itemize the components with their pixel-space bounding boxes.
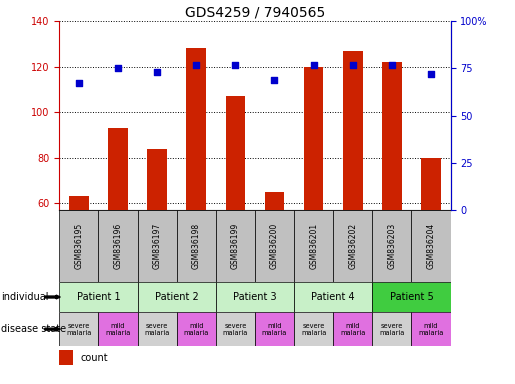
Bar: [372, 210, 411, 282]
Text: GSM836197: GSM836197: [152, 223, 162, 269]
Text: Patient 1: Patient 1: [77, 292, 120, 302]
Bar: [411, 312, 451, 346]
Text: GSM836202: GSM836202: [348, 223, 357, 269]
Text: individual: individual: [1, 292, 48, 302]
Text: mild
malaria: mild malaria: [418, 323, 444, 336]
Text: severe
malaria: severe malaria: [66, 323, 92, 336]
Bar: [255, 210, 294, 282]
Text: GSM836195: GSM836195: [74, 223, 83, 269]
Bar: [138, 282, 216, 312]
Bar: [255, 312, 294, 346]
Bar: [343, 51, 363, 210]
Text: disease state: disease state: [1, 324, 66, 334]
Title: GDS4259 / 7940565: GDS4259 / 7940565: [185, 6, 325, 20]
Point: [192, 61, 200, 68]
Point: [388, 61, 396, 68]
Bar: [147, 149, 167, 210]
Bar: [177, 210, 216, 282]
Bar: [216, 210, 255, 282]
Bar: [294, 282, 372, 312]
Text: GSM836203: GSM836203: [387, 223, 397, 269]
Text: Patient 3: Patient 3: [233, 292, 277, 302]
Bar: [138, 312, 177, 346]
Bar: [411, 210, 451, 282]
Text: Patient 2: Patient 2: [155, 292, 198, 302]
Bar: [138, 210, 177, 282]
Text: mild
malaria: mild malaria: [340, 323, 366, 336]
Text: Patient 4: Patient 4: [312, 292, 355, 302]
Text: GSM836201: GSM836201: [309, 223, 318, 269]
Point: [114, 65, 122, 71]
Bar: [265, 192, 284, 210]
Point: [153, 69, 161, 75]
Bar: [216, 282, 294, 312]
Text: mild
malaria: mild malaria: [183, 323, 209, 336]
Bar: [421, 158, 441, 210]
Bar: [59, 282, 138, 312]
Text: mild
malaria: mild malaria: [105, 323, 131, 336]
Text: severe
malaria: severe malaria: [301, 323, 327, 336]
Bar: [98, 210, 138, 282]
Bar: [59, 349, 73, 365]
Bar: [216, 312, 255, 346]
Bar: [382, 62, 402, 210]
Text: severe
malaria: severe malaria: [144, 323, 170, 336]
Point: [310, 61, 318, 68]
Bar: [69, 197, 89, 210]
Bar: [333, 312, 372, 346]
Point: [427, 71, 435, 77]
Text: GSM836199: GSM836199: [231, 223, 240, 269]
Text: mild
malaria: mild malaria: [262, 323, 287, 336]
Bar: [108, 128, 128, 210]
Text: GSM836200: GSM836200: [270, 223, 279, 269]
Bar: [59, 210, 98, 282]
Text: severe
malaria: severe malaria: [222, 323, 248, 336]
Bar: [98, 312, 138, 346]
Point: [231, 61, 239, 68]
Text: Patient 5: Patient 5: [390, 292, 433, 302]
Point: [349, 61, 357, 68]
Point: [75, 80, 83, 86]
Bar: [372, 312, 411, 346]
Text: count: count: [81, 353, 108, 363]
Point: [270, 77, 279, 83]
Bar: [294, 312, 333, 346]
Text: severe
malaria: severe malaria: [379, 323, 405, 336]
Text: GSM836196: GSM836196: [113, 223, 123, 269]
Bar: [333, 210, 372, 282]
Bar: [294, 210, 333, 282]
Bar: [372, 282, 451, 312]
Bar: [226, 96, 245, 210]
Text: GSM836198: GSM836198: [192, 223, 201, 269]
Bar: [186, 48, 206, 210]
Bar: [177, 312, 216, 346]
Bar: [304, 67, 323, 210]
Text: GSM836204: GSM836204: [426, 223, 436, 269]
Bar: [59, 312, 98, 346]
